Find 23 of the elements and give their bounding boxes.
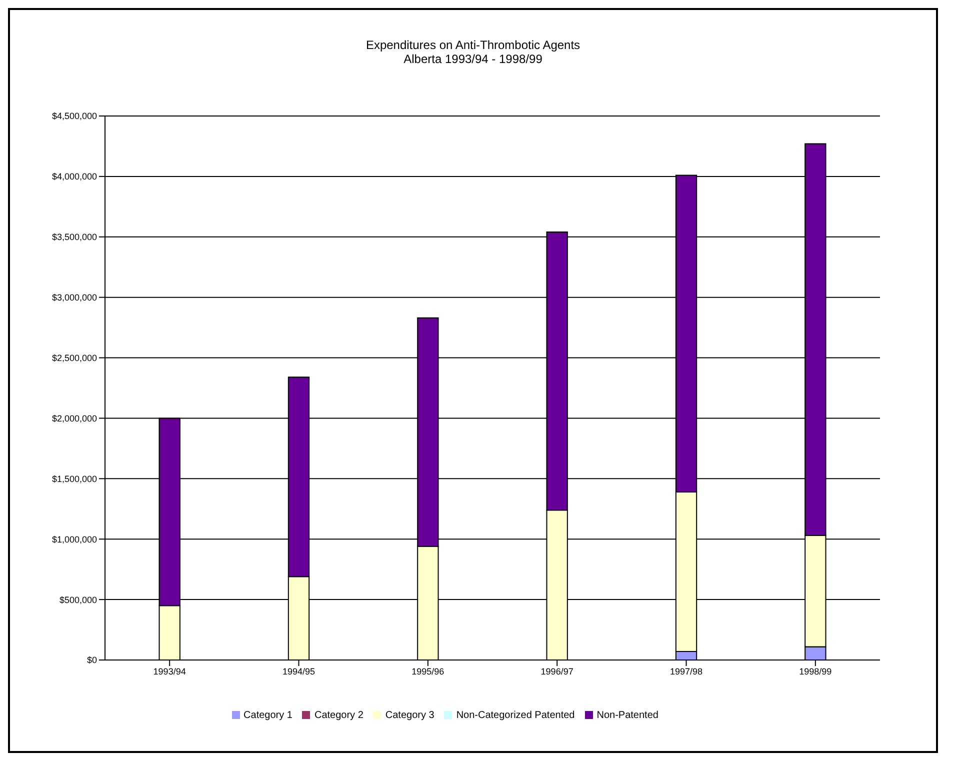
y-tick-label: $4,000,000 — [52, 172, 97, 182]
legend-label: Category 2 — [314, 710, 364, 721]
x-tick-label: 1998/99 — [799, 666, 832, 676]
y-tick-label: $500,000 — [59, 594, 97, 605]
y-tick-label: $0 — [86, 655, 97, 666]
x-tick-label: 1995/96 — [412, 666, 444, 676]
x-tick-label: 1996/97 — [540, 666, 574, 676]
chart-subtitle: Alberta 1993/94 - 1998/99 — [402, 52, 544, 66]
x-tick-label: 1994/95 — [282, 666, 316, 676]
legend-label: Category 3 — [385, 710, 434, 721]
y-tick-label: $4,500,000 — [52, 111, 97, 122]
y-tick-label: $3,500,000 — [52, 232, 97, 242]
y-tick-label: $2,000,000 — [52, 413, 97, 424]
chart-title: Expenditures on Anti-Thrombotic Agents — [364, 38, 582, 52]
legend-label: Non-Patented — [596, 710, 658, 721]
legend-label: Non-Categorized Patented — [456, 710, 575, 721]
legend-label: Category 1 — [244, 710, 292, 721]
y-tick-label: $3,000,000 — [52, 292, 97, 303]
x-tick-label: 1997/98 — [670, 666, 703, 676]
y-tick-label: $1,500,000 — [52, 474, 97, 484]
y-tick-label: $2,500,000 — [52, 352, 97, 363]
x-tick-label: 1993/94 — [153, 666, 186, 676]
y-tick-label: $1,000,000 — [52, 534, 97, 544]
